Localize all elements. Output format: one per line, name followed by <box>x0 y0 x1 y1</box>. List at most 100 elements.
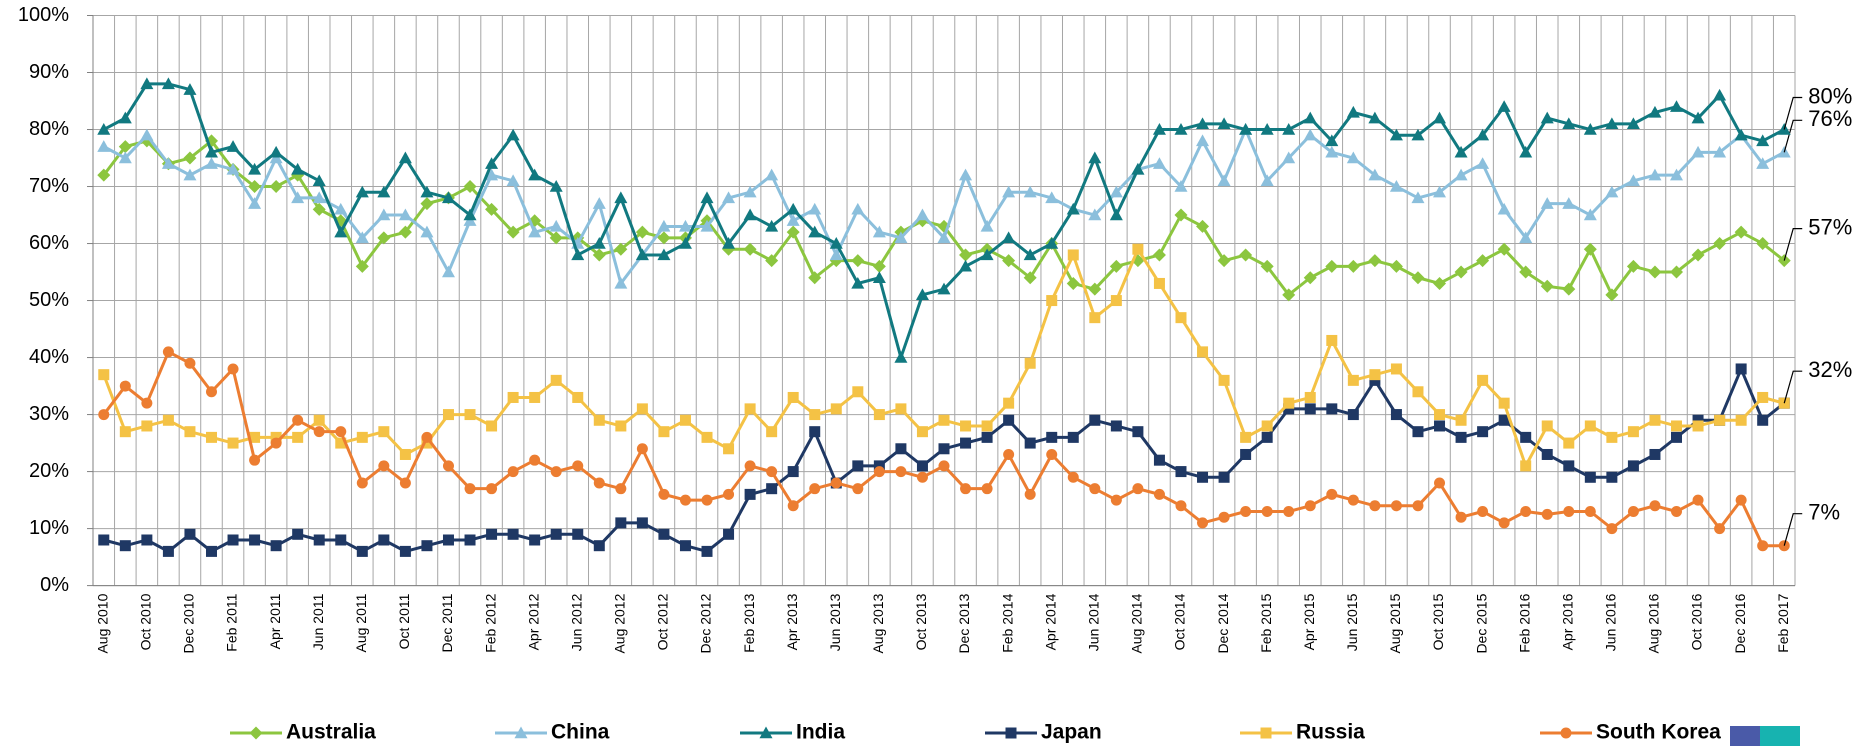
marker <box>356 477 368 489</box>
marker <box>399 448 411 460</box>
marker <box>1454 168 1468 181</box>
marker <box>723 488 735 500</box>
x-tick-label: Feb 2012 <box>482 593 498 652</box>
marker <box>1174 180 1188 192</box>
marker <box>786 214 800 226</box>
label-leader <box>1783 370 1803 404</box>
marker <box>98 409 110 421</box>
marker <box>1455 414 1467 426</box>
marker <box>808 202 822 215</box>
marker <box>378 460 390 472</box>
marker <box>312 202 326 216</box>
marker <box>335 437 347 449</box>
marker <box>960 483 972 495</box>
marker <box>1045 191 1059 204</box>
marker <box>1303 271 1317 285</box>
logo <box>1730 726 1800 746</box>
marker <box>1455 431 1467 443</box>
marker <box>916 426 928 438</box>
marker <box>1175 500 1187 512</box>
marker <box>292 528 304 540</box>
marker <box>1606 431 1618 443</box>
marker <box>1109 185 1123 198</box>
marker <box>830 403 842 415</box>
marker <box>1218 471 1230 483</box>
marker <box>1368 168 1382 181</box>
marker <box>1649 414 1661 426</box>
x-tick-label: Oct 2013 <box>913 593 929 650</box>
marker <box>421 437 433 449</box>
marker <box>635 225 649 239</box>
marker <box>119 426 131 438</box>
marker <box>1498 517 1510 529</box>
marker <box>1498 397 1510 409</box>
marker <box>1218 511 1230 523</box>
marker <box>184 357 196 369</box>
marker <box>141 534 153 546</box>
marker <box>872 271 886 283</box>
legend-item: China <box>495 721 610 744</box>
marker <box>1326 403 1338 415</box>
label-leader <box>1783 228 1803 261</box>
marker <box>312 191 326 204</box>
marker <box>937 282 951 295</box>
marker <box>1152 157 1166 169</box>
x-tick-label: Dec 2016 <box>1732 593 1748 653</box>
marker <box>701 545 713 557</box>
marker <box>377 231 391 245</box>
marker <box>592 237 606 249</box>
marker <box>1412 500 1424 512</box>
marker <box>658 426 670 438</box>
marker <box>786 225 800 239</box>
marker <box>1109 208 1123 221</box>
marker <box>1605 117 1619 130</box>
marker <box>1477 426 1489 438</box>
marker <box>1369 500 1381 512</box>
marker <box>1434 420 1446 432</box>
marker <box>485 202 499 216</box>
marker <box>1368 254 1382 268</box>
marker <box>852 386 864 398</box>
marker <box>938 460 950 472</box>
marker <box>507 391 519 403</box>
x-tick-label: Aug 2016 <box>1646 593 1662 653</box>
marker <box>894 231 908 244</box>
x-tick-label: Apr 2013 <box>784 593 800 650</box>
marker <box>528 225 542 238</box>
marker <box>1671 505 1683 517</box>
marker <box>485 157 499 169</box>
marker <box>1563 437 1575 449</box>
marker <box>270 431 282 443</box>
marker <box>1217 117 1231 130</box>
marker <box>355 231 369 244</box>
marker <box>420 185 434 198</box>
x-tick-label: Aug 2011 <box>353 593 369 652</box>
marker <box>1497 100 1511 112</box>
marker <box>1454 145 1468 158</box>
marker <box>486 483 498 495</box>
series <box>97 77 1791 363</box>
marker <box>1713 145 1727 158</box>
marker <box>549 231 563 245</box>
marker <box>1325 259 1339 273</box>
marker <box>657 231 671 245</box>
marker <box>183 151 197 165</box>
marker <box>1476 254 1490 268</box>
marker <box>1562 117 1576 130</box>
marker <box>249 726 263 740</box>
marker <box>1757 414 1769 426</box>
marker <box>356 545 368 557</box>
marker <box>1498 414 1510 426</box>
marker <box>1153 488 1165 500</box>
marker <box>1670 265 1684 279</box>
x-tick-label: Oct 2012 <box>655 593 671 650</box>
marker <box>1240 448 1252 460</box>
marker <box>1412 386 1424 398</box>
marker <box>161 77 175 90</box>
marker <box>1347 494 1359 506</box>
marker <box>766 466 778 478</box>
marker <box>1347 374 1359 386</box>
marker <box>1390 409 1402 421</box>
marker <box>1369 369 1381 381</box>
marker <box>1671 420 1683 432</box>
